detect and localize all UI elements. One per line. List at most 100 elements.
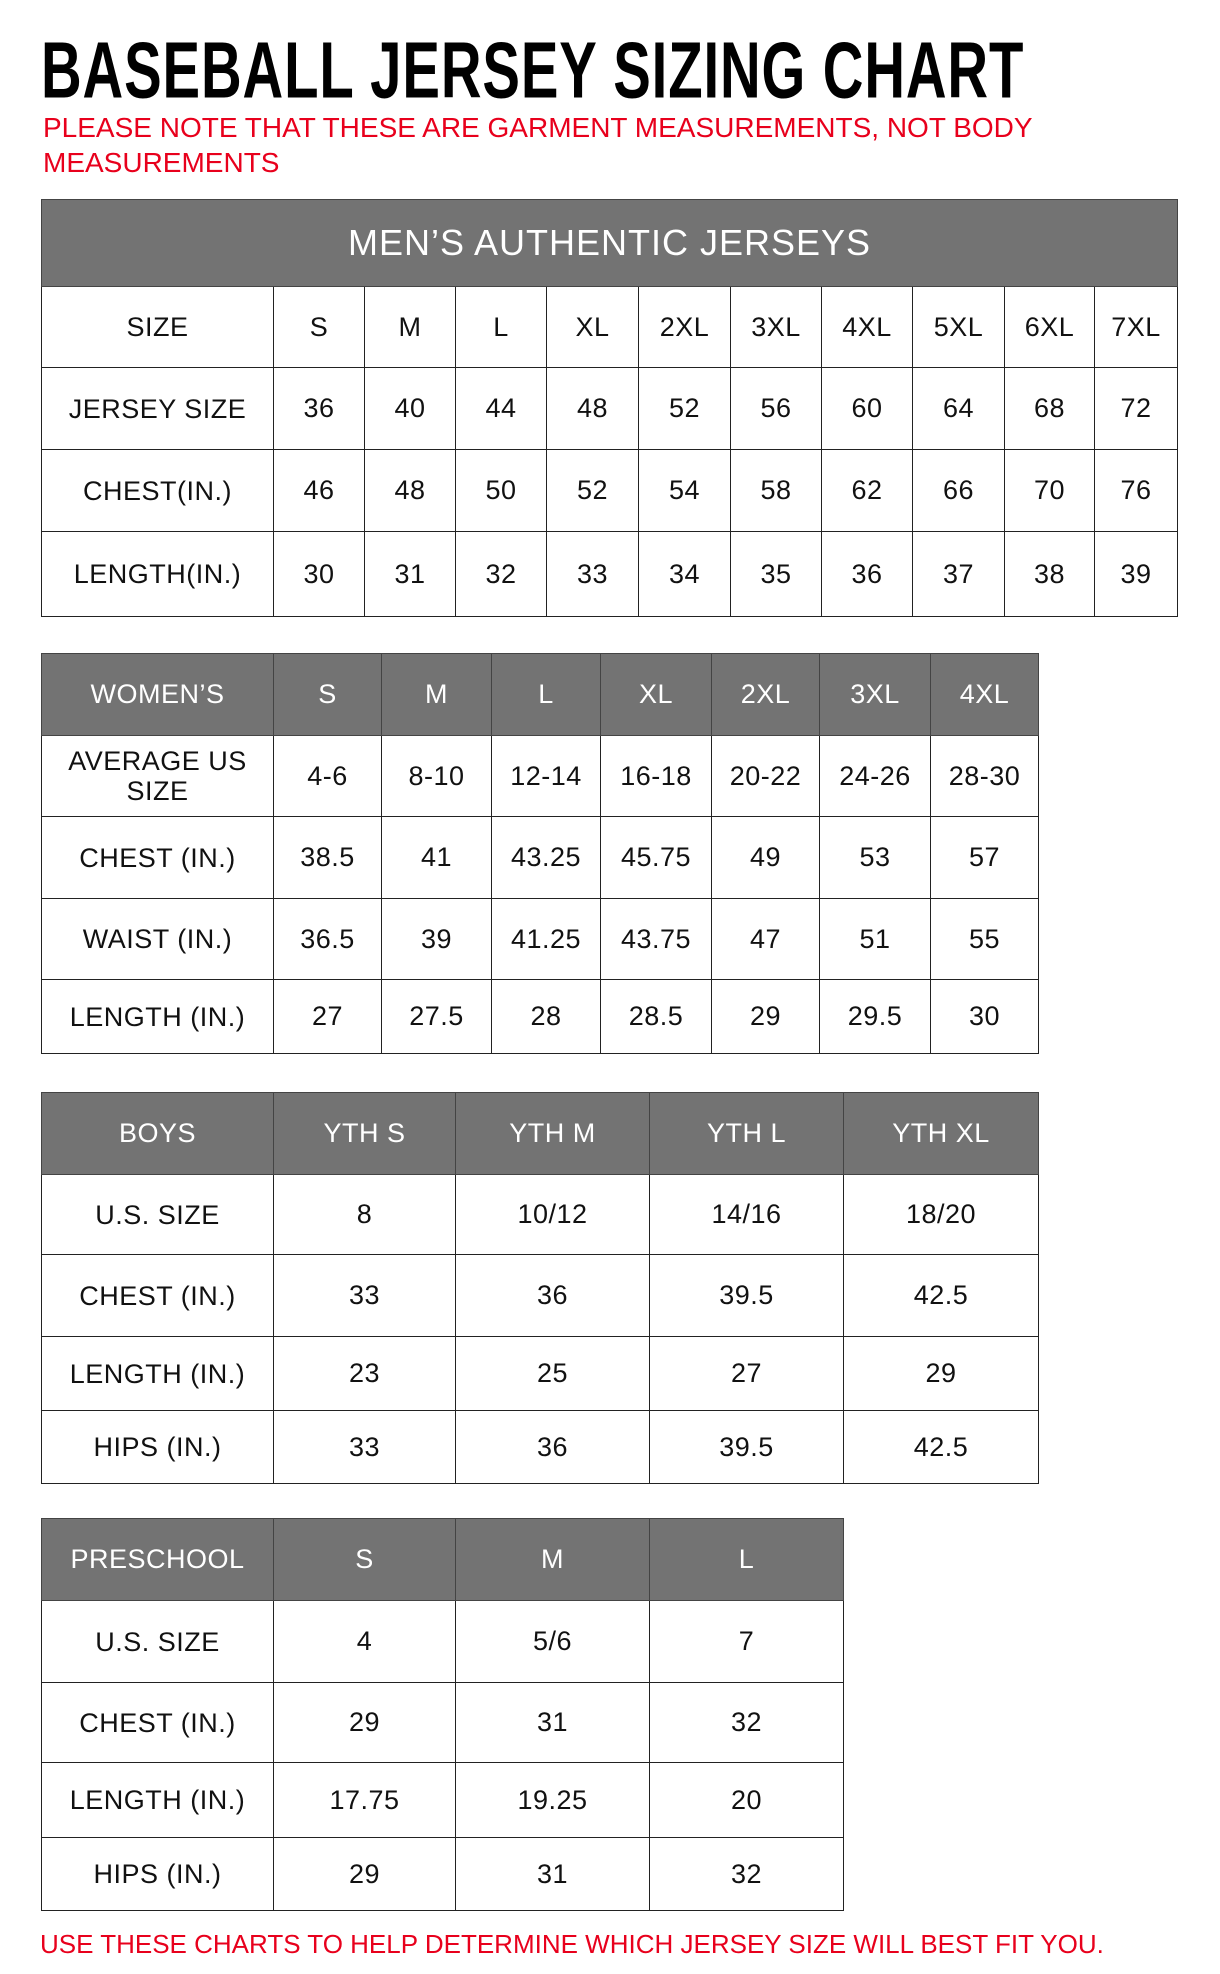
table-cell: 52 [638,367,731,450]
size-header: 3XL [730,286,822,368]
table-row: JERSEY SIZE 36 40 44 48 52 56 60 64 68 72 [41,367,1179,450]
table-cell: 43.25 [491,816,601,899]
header-label: BOYS [41,1092,274,1175]
table-cell: 36 [821,531,913,617]
table-cell: 8 [273,1174,456,1255]
table-row: LENGTH (IN.) 23 25 27 29 [41,1336,1039,1411]
table-cell: 29 [843,1336,1039,1411]
table-cell: 31 [455,1837,650,1911]
table-row: LENGTH (IN.) 27 27.5 28 28.5 29 29.5 30 [41,979,1039,1054]
table-cell: 28.5 [600,979,712,1054]
table-cell: 57 [930,816,1039,899]
table-row: HIPS (IN.) 33 36 39.5 42.5 [41,1410,1039,1484]
preschool-table: PRESCHOOL S M L U.S. SIZE 4 5/6 7 CHEST (IN.) 29 3… [41,1518,844,1911]
table-cell: 27 [273,979,382,1054]
table-cell: 7 [649,1600,844,1683]
size-header: 2XL [711,653,820,736]
table-row: CHEST (IN.) 38.5 41 43.25 45.75 49 53 57 [41,816,1039,899]
table-row: LENGTH(IN.) 30 31 32 33 34 35 36 37 38 39 [41,531,1179,617]
table-cell: 29.5 [819,979,931,1054]
table-cell: 30 [273,531,365,617]
size-header: M [381,653,492,736]
size-header: XL [600,653,712,736]
header-row: SIZE S M L XL 2XL 3XL 4XL 5XL 6XL 7XL [41,286,1179,368]
table-cell: 39 [381,898,492,980]
page-title: BASEBALL JERSEY SIZING CHART [41,25,1025,115]
table-row: CHEST (IN.) 29 31 32 [41,1682,844,1763]
table-cell: 18/20 [843,1174,1039,1255]
table-cell: 32 [649,1682,844,1763]
table-cell: 28 [491,979,601,1054]
table-cell: 8-10 [381,735,492,817]
size-header: 7XL [1093,286,1179,368]
table-row: U.S. SIZE 4 5/6 7 [41,1600,844,1683]
row-label: LENGTH (IN.) [41,1336,274,1411]
size-header: L [455,286,547,368]
garment-measurement-note: PLEASE NOTE THAT THESE ARE GARMENT MEASU… [43,112,1033,178]
table-title-row: MEN’S AUTHENTIC JERSEYS [40,199,1179,287]
table-cell: 42.5 [843,1410,1039,1484]
header-row: BOYS YTH S YTH M YTH L YTH XL [41,1092,1039,1175]
table-cell: 48 [364,449,456,532]
table-cell: 44 [455,367,547,450]
table-cell: 62 [821,449,913,532]
table-cell: 53 [819,816,931,899]
table-cell: 64 [912,367,1005,450]
row-label: JERSEY SIZE [41,367,274,450]
table-cell: 33 [273,1254,456,1337]
table-cell: 60 [821,367,913,450]
table-cell: 25 [455,1336,650,1411]
table-cell: 32 [649,1837,844,1911]
size-header: 6XL [1004,286,1095,368]
table-cell: 31 [455,1682,650,1763]
size-header: S [273,653,382,736]
table-cell: 52 [546,449,639,532]
table-cell: 50 [455,449,547,532]
table-cell: 76 [1093,449,1179,532]
table-cell: 27.5 [381,979,492,1054]
table-cell: 55 [930,898,1039,980]
size-header: L [649,1518,844,1601]
footer-note: USE THESE CHARTS TO HELP DETERMINE WHICH… [40,1929,1104,1959]
table-cell: 14/16 [649,1174,844,1255]
size-header: 5XL [912,286,1005,368]
table-cell: 66 [912,449,1005,532]
table-cell: 27 [649,1336,844,1411]
row-label: LENGTH(IN.) [41,531,274,617]
size-header: 3XL [819,653,931,736]
table-cell: 72 [1093,367,1179,450]
header-label: WOMEN’S [41,653,274,736]
table-cell: 20 [649,1762,844,1838]
table-cell: 34 [638,531,731,617]
boys-table: BOYS YTH S YTH M YTH L YTH XL U.S. SIZE 8 10/12… [41,1092,1039,1484]
table-cell: 39.5 [649,1410,844,1484]
row-label: LENGTH (IN.) [41,1762,274,1838]
table-cell: 37 [912,531,1005,617]
size-header: YTH L [649,1092,844,1175]
size-header: S [273,1518,456,1601]
table-cell: 35 [730,531,822,617]
table-row: U.S. SIZE 8 10/12 14/16 18/20 [41,1174,1039,1255]
table-cell: 23 [273,1336,456,1411]
table-cell: 24-26 [819,735,931,817]
table-cell: 43.75 [600,898,712,980]
table-cell: 70 [1004,449,1095,532]
table-row: CHEST(IN.) 46 48 50 52 54 58 62 66 70 76 [41,449,1179,532]
row-label: LENGTH (IN.) [41,979,274,1054]
table-cell: 32 [455,531,547,617]
table-cell: 4-6 [273,735,382,817]
size-header: YTH S [273,1092,456,1175]
header-label: SIZE [41,286,274,368]
size-header: S [273,286,365,368]
womens-table: WOMEN’S S M L XL 2XL 3XL 4XL AVERAGE US SIZE 4-6 8… [41,653,1039,1054]
table-cell: 47 [711,898,820,980]
size-header: YTH XL [843,1092,1039,1175]
size-header: 4XL [821,286,913,368]
table-cell: 20-22 [711,735,820,817]
table-cell: 5/6 [455,1600,650,1683]
table-cell: 38 [1004,531,1095,617]
table-cell: 41 [381,816,492,899]
row-label: U.S. SIZE [41,1174,274,1255]
table-cell: 46 [273,449,365,532]
table-cell: 28-30 [930,735,1039,817]
